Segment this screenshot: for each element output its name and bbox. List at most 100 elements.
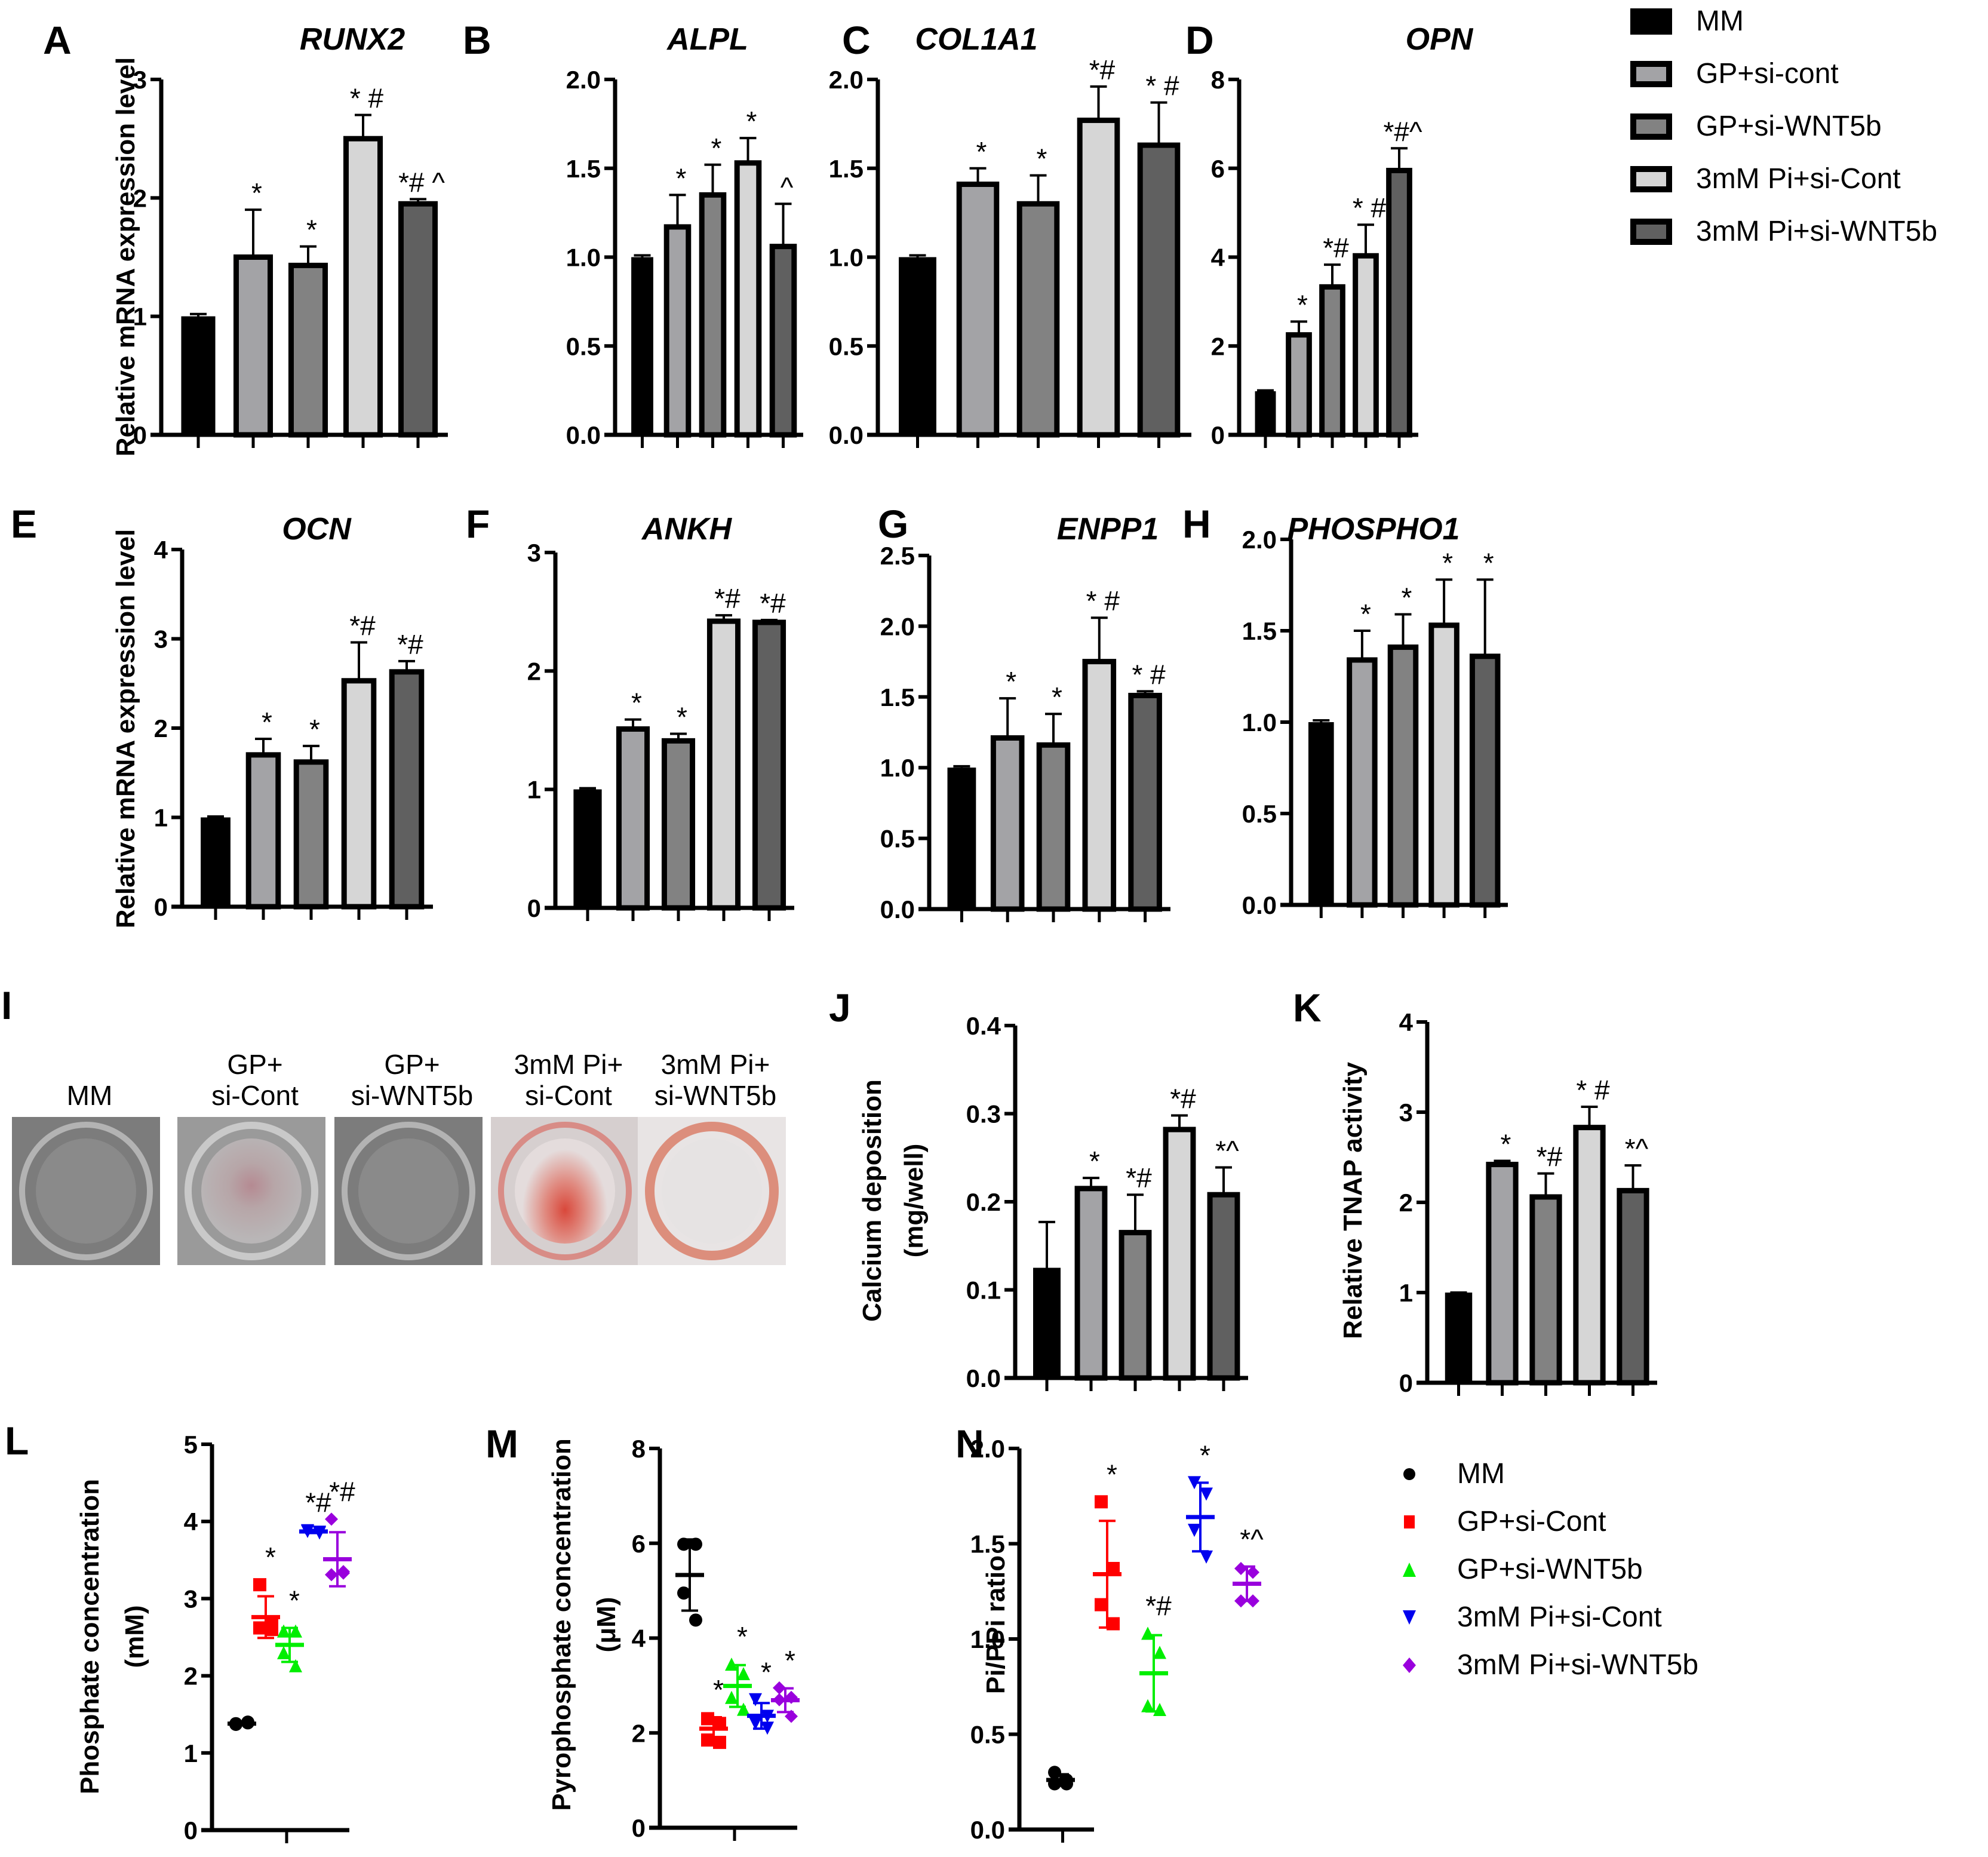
data-point: [325, 1568, 338, 1582]
scatter-series: [723, 1658, 752, 1716]
data-point: [241, 1716, 254, 1730]
y-axis-label: Relative mRNA expression level: [111, 57, 140, 456]
bar: [1286, 332, 1312, 438]
y-tick-label: 0.5: [880, 825, 915, 853]
significance-label: *: [631, 687, 642, 719]
significance-label: *#: [1145, 1590, 1172, 1621]
bar: [1074, 1186, 1108, 1381]
chart-panel-n: N Pi/PPi ratio 0.0 0.5 1.0 1.5 2.0 * *# * *^: [955, 1422, 1264, 1844]
chart-panel-k: K Relative TNAP activity 0 1 2 3 4 * *# * # *^: [1293, 986, 1657, 1397]
bar: [663, 224, 692, 438]
data-point: [1188, 1524, 1201, 1537]
staining-panel: MM GP+ si-Cont GP+ si-WNT5b 3mM Pi+ si-Cont…: [0, 1045, 812, 1314]
chart-title: COL1A1: [915, 22, 1037, 57]
bar-fill: [1033, 1267, 1061, 1378]
y-tick-label: 0.0: [566, 421, 601, 449]
significance-label: *#: [305, 1487, 331, 1518]
bar-fill: [201, 817, 231, 907]
significance-label: *#: [1537, 1141, 1563, 1172]
scatter-series: [299, 1524, 328, 1540]
data-point: [1107, 1561, 1120, 1575]
y-tick-label: 2.0: [829, 66, 864, 94]
chart-panel-m: M Pyrophosphate concentration (μM) 0 2 4 6 8 * * *…: [486, 1422, 800, 1842]
bar: [1077, 117, 1120, 438]
panel-label: K: [1293, 986, 1322, 1030]
significance-label: * #: [1576, 1075, 1610, 1106]
y-tick-label: 0.1: [966, 1276, 1001, 1304]
data-point: [289, 1624, 302, 1638]
bar: [752, 619, 786, 911]
stain-column: MM: [12, 1045, 167, 1265]
bar: [956, 182, 1000, 438]
chart-panel-h: H PHOSPHO1 0.0 0.5 1.0 1.5 2.0 * * * *: [1182, 502, 1508, 919]
y-tick-label: 1: [133, 303, 147, 331]
data-point: [277, 1646, 290, 1659]
y-tick-label: 0.5: [970, 1721, 1005, 1749]
bar-fill: [899, 257, 936, 435]
y-axis-label: Pyrophosphate concentration: [547, 1438, 576, 1810]
triangle-up-marker-icon: [1397, 1558, 1421, 1582]
panel-label-i: I: [1, 983, 13, 1027]
legend-swatch: [1630, 60, 1672, 87]
data-point: [1200, 1550, 1213, 1564]
legend-item: GP+si-Cont: [1397, 1505, 1606, 1538]
well-image-gp-si-wnt5b: [334, 1117, 483, 1265]
scatter-series: [228, 1715, 256, 1731]
y-tick-label: 1.5: [880, 683, 915, 711]
scatter-series: [1046, 1766, 1075, 1791]
y-tick-label: 2: [1399, 1189, 1413, 1217]
data-point: [301, 1524, 314, 1538]
data-point: [1048, 1766, 1061, 1779]
significance-label: *: [1402, 582, 1412, 613]
bar: [661, 738, 696, 911]
bar: [343, 136, 383, 438]
y-tick-label: 1.0: [829, 244, 864, 272]
significance-label: *: [1442, 547, 1453, 578]
chart-title: OCN: [282, 512, 352, 547]
y-tick-label: 0.0: [1242, 891, 1277, 919]
y-tick-label: 0: [184, 1816, 198, 1844]
bar: [706, 618, 741, 911]
significance-label: *: [251, 177, 262, 208]
legend-swatch: [1630, 113, 1672, 140]
scatter-series: [699, 1712, 728, 1749]
y-tick-label: 6: [632, 1530, 646, 1558]
significance-label: *: [676, 162, 687, 194]
significance-label: *#: [1170, 1083, 1196, 1114]
bar-fill: [1255, 391, 1276, 435]
y-tick-label: 0: [154, 893, 168, 921]
data-point: [1095, 1598, 1108, 1612]
legend-item: MM: [1397, 1457, 1505, 1490]
panel-label: J: [829, 986, 851, 1030]
significance-label: *#: [1323, 232, 1349, 263]
significance-label: * #: [1132, 659, 1166, 690]
bar: [341, 678, 377, 910]
y-tick-label: 1.0: [1242, 708, 1277, 736]
significance-label: *#: [397, 629, 423, 660]
bar: [288, 262, 328, 438]
significance-label: * #: [1145, 70, 1179, 102]
y-tick-label: 2: [184, 1662, 198, 1690]
bar: [1119, 1230, 1152, 1381]
panel-label: C: [842, 18, 871, 62]
significance-label: *: [737, 1621, 748, 1652]
legend-label: MM: [1696, 5, 1744, 37]
legend-label: GP+si-WNT5b: [1457, 1554, 1643, 1585]
significance-label: *: [1006, 666, 1016, 697]
chart-title: ENPP1: [1057, 512, 1159, 547]
y-tick-label: 4: [184, 1508, 198, 1536]
data-point: [737, 1667, 750, 1681]
significance-label: * #: [350, 83, 384, 114]
stain-label: 3mM Pi+ si-Cont: [514, 1049, 623, 1111]
bar-fill: [1308, 722, 1334, 905]
well-image-pi-si-cont: [491, 1117, 639, 1265]
bar: [1036, 742, 1071, 912]
scatter-series: [275, 1624, 304, 1672]
legend-label: 3mM Pi+si-Cont: [1457, 1601, 1662, 1633]
legend-item: GP+si-WNT5b: [1397, 1553, 1643, 1586]
significance-label: *#: [349, 610, 376, 641]
bar: [1617, 1187, 1649, 1386]
panel-label: G: [878, 502, 908, 546]
